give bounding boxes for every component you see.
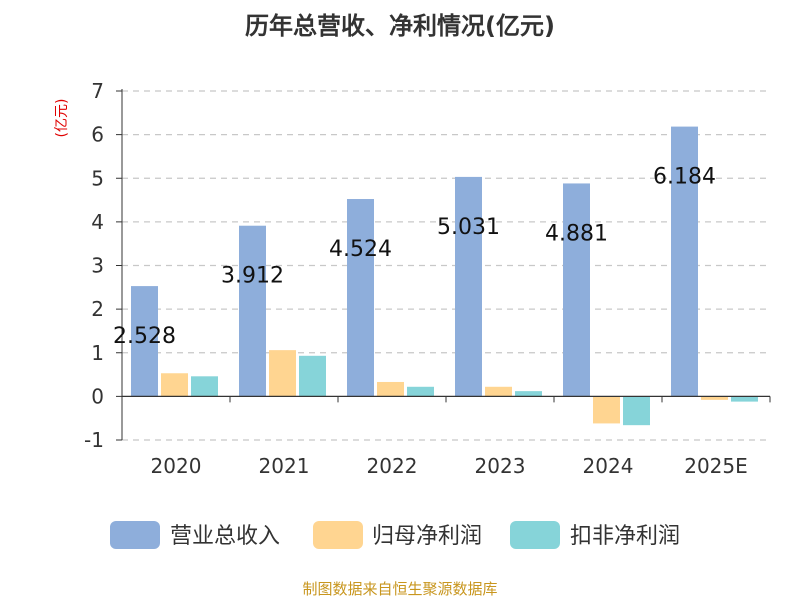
bar-2025E-归母净利润: [701, 396, 728, 400]
bar-2022-营业总收入: [347, 199, 374, 397]
legend-swatch: [313, 521, 363, 549]
bar-2021-扣非净利润: [299, 355, 326, 397]
y-tick-label: 6: [91, 123, 104, 147]
bar-2020-归母净利润: [161, 373, 188, 397]
data-label: 5.031: [437, 215, 500, 240]
x-tick-label: 2025E: [684, 454, 748, 478]
bar-2020-营业总收入: [131, 286, 158, 397]
bar-2022-归母净利润: [377, 381, 404, 397]
y-tick-label: 1: [91, 341, 104, 365]
grid-lines: [122, 90, 770, 441]
bar-2023-扣非净利润: [515, 391, 542, 397]
bar-2023-营业总收入: [455, 176, 482, 397]
bar-2022-扣非净利润: [407, 386, 434, 397]
bar-2023-归母净利润: [485, 386, 512, 397]
y-axis-unit: (亿元): [54, 99, 70, 138]
y-tick-label: 2: [91, 297, 104, 321]
x-tick-label: 2024: [583, 454, 634, 478]
legend-label: 扣非净利润: [570, 524, 680, 549]
bar-2021-归母净利润: [269, 350, 296, 397]
bar-2024-归母净利润: [593, 396, 620, 424]
bars: [131, 126, 758, 426]
bar-2020-扣非净利润: [191, 376, 218, 397]
x-tick-label: 2023: [475, 454, 526, 478]
legend: 营业总收入 归母净利润 扣非净利润: [110, 521, 680, 549]
x-tick-label: 2021: [259, 454, 310, 478]
bar-2025E-扣非净利润: [731, 396, 758, 402]
legend-label: 归母净利润: [372, 524, 482, 549]
data-label: 2.528: [113, 324, 176, 349]
legend-swatch: [110, 521, 160, 549]
x-tick-label: 2022: [367, 454, 418, 478]
data-label: 4.881: [545, 221, 608, 246]
y-tick-label: 4: [91, 210, 104, 234]
axes: (亿元) -1 0 1 2 3 4 5 6 7 2020 2021 2022 2023 2024 2025E: [54, 79, 771, 478]
y-tick-label: -1: [84, 428, 104, 452]
data-label: 4.524: [329, 237, 392, 262]
source-note: 制图数据来自恒生聚源数据库: [302, 580, 498, 598]
data-label: 6.184: [653, 165, 716, 190]
bar-2021-营业总收入: [239, 225, 266, 397]
data-labels: 2.528 3.912 4.524 5.031 4.881 6.184: [113, 165, 716, 349]
bar-2024-营业总收入: [563, 183, 590, 397]
chart-title: 历年总营收、净利情况(亿元): [245, 12, 555, 40]
y-tick-label: 0: [91, 384, 104, 408]
legend-swatch: [510, 521, 560, 549]
bar-2024-扣非净利润: [623, 396, 650, 426]
y-tick-label: 5: [91, 166, 104, 190]
data-label: 3.912: [221, 264, 284, 289]
y-tick-label: 7: [91, 79, 104, 103]
y-tick-label: 3: [91, 254, 104, 278]
bar-2025E-营业总收入: [671, 126, 698, 397]
x-tick-label: 2020: [151, 454, 202, 478]
legend-label: 营业总收入: [170, 524, 280, 549]
